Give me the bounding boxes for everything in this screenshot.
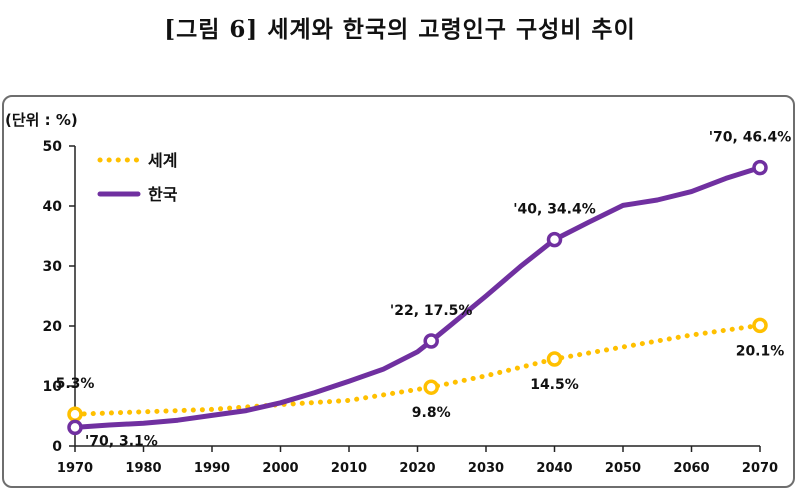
data-point-marker <box>754 319 766 331</box>
data-label: 20.1% <box>736 343 785 359</box>
data-point-marker <box>549 234 561 246</box>
data-point-marker <box>754 162 766 174</box>
data-label: '40, 34.4% <box>513 202 596 218</box>
x-tick-label: 2060 <box>673 461 709 476</box>
series-line-world <box>75 325 760 414</box>
x-tick-label: 1970 <box>57 461 93 476</box>
x-tick-label: 2020 <box>399 461 435 476</box>
line-chart: (단위 : %)010203040501970 1980 1990 2000 2010 2… <box>0 0 800 491</box>
unit-label: (단위 : %) <box>5 111 78 129</box>
data-point-marker <box>549 353 561 365</box>
data-label: 14.5% <box>530 377 579 393</box>
data-point-marker <box>425 381 437 393</box>
y-tick-label: 20 <box>43 319 63 335</box>
y-tick-label: 40 <box>43 199 63 215</box>
x-tick-label: 1980 <box>125 461 161 476</box>
x-tick-label: 2070 <box>742 461 778 476</box>
x-tick-label: 2030 <box>468 461 504 476</box>
x-tick-label: 2040 <box>536 461 572 476</box>
legend-label-world: 세계 <box>148 151 177 170</box>
data-label: 5.3% <box>56 376 95 392</box>
x-tick-label: 2010 <box>331 461 367 476</box>
y-tick-label: 50 <box>43 139 63 155</box>
x-tick-label: 2000 <box>262 461 298 476</box>
legend-label-korea: 한국 <box>148 185 178 204</box>
data-point-marker <box>69 421 81 433</box>
data-label: '22, 17.5% <box>390 303 473 319</box>
data-label: '70, 3.1% <box>85 433 158 449</box>
y-tick-label: 30 <box>43 259 63 275</box>
y-tick-label: 0 <box>52 439 62 455</box>
x-tick-label: 2050 <box>605 461 641 476</box>
data-point-marker <box>69 408 81 420</box>
data-label: '70, 46.4% <box>709 130 792 146</box>
x-tick-label: 1990 <box>194 461 230 476</box>
data-point-marker <box>425 335 437 347</box>
data-label: 9.8% <box>412 405 451 421</box>
